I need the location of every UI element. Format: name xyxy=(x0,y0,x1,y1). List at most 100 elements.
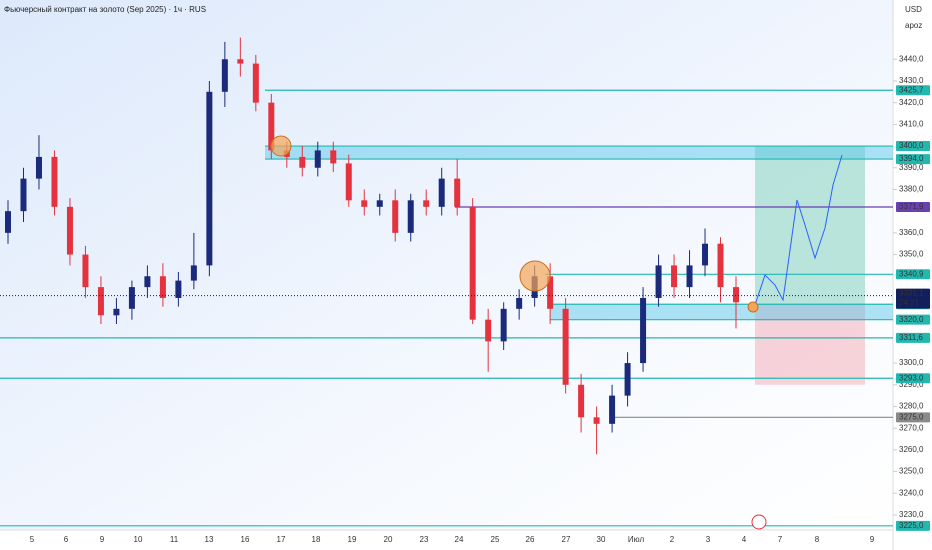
price-tag xyxy=(896,314,930,325)
candle-body xyxy=(469,206,476,320)
x-tick-label: 17 xyxy=(277,535,286,544)
candle-body xyxy=(717,243,724,288)
price-tag-label: 3275,0 xyxy=(899,412,924,421)
y-tick-label: 3230,0 xyxy=(899,510,924,519)
price-tag-label: 3371,9 xyxy=(899,202,924,211)
candle-body xyxy=(330,150,337,164)
x-tick-label: 26 xyxy=(526,535,535,544)
x-tick-label: 7 xyxy=(778,535,783,544)
candle-body xyxy=(128,287,135,309)
candle-body xyxy=(35,156,42,179)
level-zone xyxy=(550,304,893,320)
candle-body xyxy=(454,178,461,207)
candle-body xyxy=(82,254,89,288)
x-tick-label: 30 xyxy=(597,535,606,544)
x-tick-label: 19 xyxy=(348,535,357,544)
y-tick-label: 3300,0 xyxy=(899,358,924,367)
x-tick-label: 20 xyxy=(384,535,393,544)
candle-body xyxy=(392,200,399,233)
candle-body xyxy=(438,178,445,207)
candle-body xyxy=(20,178,27,212)
y-tick-label: 3350,0 xyxy=(899,250,924,259)
last-price-label: 3331,1 xyxy=(899,289,924,298)
candle-body xyxy=(299,156,306,168)
price-tag-label: 3400,0 xyxy=(899,141,924,150)
price-tag-label: 3425,7 xyxy=(899,85,924,94)
marker-circle xyxy=(270,135,292,157)
price-tag-label: 3340,9 xyxy=(899,269,924,278)
projection xyxy=(754,154,843,306)
candle-body xyxy=(5,211,11,233)
candle-body xyxy=(609,395,616,424)
x-tick-label: 13 xyxy=(205,535,214,544)
price-tag xyxy=(896,154,930,165)
x-tick-label: 6 xyxy=(64,535,69,544)
x-tick-label: 3 xyxy=(706,535,711,544)
price-tag-label: 3311,6 xyxy=(899,333,923,342)
price-tag xyxy=(896,269,930,280)
price-tag xyxy=(896,373,930,384)
candle-body xyxy=(562,308,569,385)
x-tick-label: 8 xyxy=(815,535,820,544)
candle-body xyxy=(702,243,709,266)
x-tick-label: 25 xyxy=(491,535,500,544)
x-tick-label: 18 xyxy=(312,535,321,544)
x-tick-label: 9 xyxy=(870,535,875,544)
y-tick-label: 3240,0 xyxy=(899,488,924,497)
countdown: 24:21 xyxy=(899,299,920,308)
x-tick-label: 5 xyxy=(30,535,35,544)
candle-body xyxy=(624,363,631,396)
level-zone xyxy=(265,146,893,160)
marker-circle xyxy=(519,260,551,292)
y-tick-label: 3440,0 xyxy=(899,54,924,63)
y-tick-label: 3280,0 xyxy=(899,402,924,411)
candle-body xyxy=(655,265,662,298)
x-tick-label: 27 xyxy=(562,535,571,544)
x-tick-label: 23 xyxy=(420,535,429,544)
candle-body xyxy=(407,200,414,233)
candle-body xyxy=(221,59,228,92)
price-tag-label: 3293,0 xyxy=(899,373,924,382)
x-tick-label: 16 xyxy=(241,535,250,544)
y-tick-label: 3430,0 xyxy=(899,76,924,85)
y-tick-label: 3260,0 xyxy=(899,445,924,454)
candle-body xyxy=(733,287,739,303)
x-tick-label: Июл xyxy=(628,535,645,544)
candle-body xyxy=(516,297,523,309)
y-tick-label: 3290,0 xyxy=(899,380,924,389)
candle-body xyxy=(237,59,244,64)
chart-title: Фьючерсный контракт на золото (Sep 2025)… xyxy=(4,5,206,14)
price-tag xyxy=(896,202,930,213)
y-tick-label: 3360,0 xyxy=(899,228,924,237)
currency: USD xyxy=(905,5,922,14)
candle-body xyxy=(159,276,166,298)
x-tick-label: 2 xyxy=(670,535,675,544)
x-tick-label: 24 xyxy=(455,535,464,544)
price-tag-label: 3320,0 xyxy=(899,315,924,324)
marker-circle xyxy=(747,301,759,313)
price-tag xyxy=(896,520,930,531)
candle-body xyxy=(376,200,383,207)
y-tick-label: 3380,0 xyxy=(899,185,924,194)
candle-body xyxy=(593,417,600,424)
price-tag xyxy=(896,412,930,423)
candle-body xyxy=(113,308,120,316)
candle-body xyxy=(97,287,104,316)
candle-body xyxy=(190,265,197,281)
candle-body xyxy=(144,276,151,288)
candle-body xyxy=(485,319,492,342)
target-zone xyxy=(755,146,865,305)
stop-zone xyxy=(755,304,865,385)
layer: 3440,0 3430,0 3420,0 3410,0 3390,0 3380,0 3360… xyxy=(0,37,930,544)
candle-body xyxy=(345,163,352,201)
candle-body xyxy=(175,280,182,298)
x-tick-label: 11 xyxy=(170,535,179,544)
candle-body xyxy=(423,200,430,207)
plot-bg xyxy=(0,0,893,530)
candle-body xyxy=(51,156,58,207)
price-tag-label: 3225,0 xyxy=(899,521,924,530)
event-icon[interactable] xyxy=(751,514,767,530)
y-tick-label: 3270,0 xyxy=(899,423,924,432)
y-tick-label: 3390,0 xyxy=(899,163,924,172)
